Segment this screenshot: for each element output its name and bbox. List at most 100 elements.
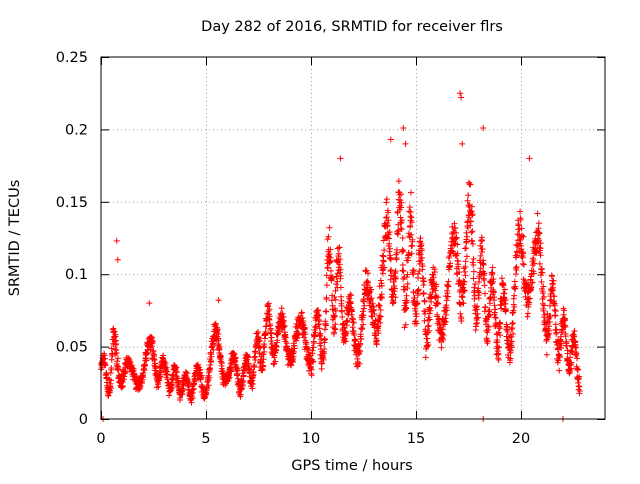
data-point	[269, 340, 276, 347]
data-point	[401, 324, 408, 331]
data-point	[387, 256, 394, 263]
data-point	[387, 136, 394, 143]
data-point	[466, 181, 473, 188]
data-point	[266, 306, 273, 313]
data-point	[476, 289, 483, 296]
data-point	[232, 354, 239, 361]
data-point	[268, 338, 275, 345]
data-point	[458, 317, 465, 324]
data-point	[404, 271, 411, 278]
data-point	[535, 220, 542, 227]
data-point	[536, 230, 543, 237]
data-point	[141, 367, 148, 374]
x-tick-label: 0	[96, 431, 105, 447]
data-point	[107, 377, 114, 384]
data-point	[113, 349, 120, 356]
data-point	[321, 336, 328, 343]
data-point	[430, 274, 437, 281]
data-point	[261, 348, 268, 355]
data-point	[119, 378, 126, 385]
data-point	[383, 196, 390, 203]
data-point	[385, 209, 392, 216]
data-point	[314, 307, 321, 314]
data-point	[262, 328, 269, 335]
data-point	[517, 216, 524, 223]
data-point	[310, 340, 317, 347]
data-point	[146, 300, 153, 307]
data-point	[375, 330, 382, 337]
data-point	[536, 260, 543, 267]
data-point	[408, 189, 415, 196]
data-point	[529, 279, 536, 286]
data-point	[312, 324, 319, 331]
data-point	[399, 262, 406, 269]
data-point	[164, 368, 171, 375]
data-point	[481, 282, 488, 289]
data-point	[433, 281, 440, 288]
data-point	[573, 344, 580, 351]
data-point	[238, 385, 245, 392]
data-point	[455, 263, 462, 270]
data-point	[463, 253, 470, 260]
data-point	[228, 368, 235, 375]
data-point	[323, 294, 330, 301]
data-point	[332, 326, 339, 333]
data-point	[336, 244, 343, 251]
data-point	[470, 275, 477, 282]
data-point	[550, 287, 557, 294]
data-point	[217, 353, 224, 360]
data-point	[332, 307, 339, 314]
data-point	[331, 294, 338, 301]
x-axis-label: GPS time / hours	[291, 458, 412, 474]
data-point	[491, 294, 498, 301]
data-point	[495, 356, 502, 363]
data-point	[386, 248, 393, 255]
data-point	[389, 300, 396, 307]
data-point	[440, 331, 447, 338]
data-point	[331, 312, 338, 319]
data-point	[289, 358, 296, 365]
data-point	[525, 303, 532, 310]
data-point	[545, 315, 552, 322]
data-point	[492, 314, 499, 321]
data-point	[241, 368, 248, 375]
data-point	[189, 394, 196, 401]
data-point	[500, 282, 507, 289]
data-point	[360, 312, 367, 319]
data-point	[550, 277, 557, 284]
data-point	[410, 289, 417, 296]
data-point	[260, 363, 267, 370]
data-point	[327, 259, 334, 266]
data-point	[301, 334, 308, 341]
data-point	[509, 344, 516, 351]
data-point	[511, 278, 518, 285]
data-point	[418, 247, 425, 254]
data-point	[460, 300, 467, 307]
data-point	[379, 294, 386, 301]
data-point	[350, 316, 357, 323]
data-point	[398, 226, 405, 233]
data-point	[332, 296, 339, 303]
data-point	[155, 383, 162, 390]
data-point	[325, 233, 332, 240]
data-point	[491, 302, 498, 309]
data-point	[537, 240, 544, 247]
data-point	[444, 293, 451, 300]
data-point	[332, 321, 339, 328]
data-point	[447, 260, 454, 267]
data-point	[517, 208, 524, 215]
data-point	[461, 268, 468, 275]
data-point	[422, 308, 429, 315]
data-point	[316, 325, 323, 332]
data-point	[479, 237, 486, 244]
data-point	[338, 308, 345, 315]
plot-frame	[100, 56, 606, 420]
data-point	[326, 224, 333, 231]
data-point	[465, 192, 472, 199]
data-point	[143, 357, 150, 364]
data-point	[390, 299, 397, 306]
data-point	[544, 319, 551, 326]
data-point	[98, 364, 105, 371]
y-tick-label: 0.25	[56, 50, 88, 66]
data-point	[416, 268, 423, 275]
